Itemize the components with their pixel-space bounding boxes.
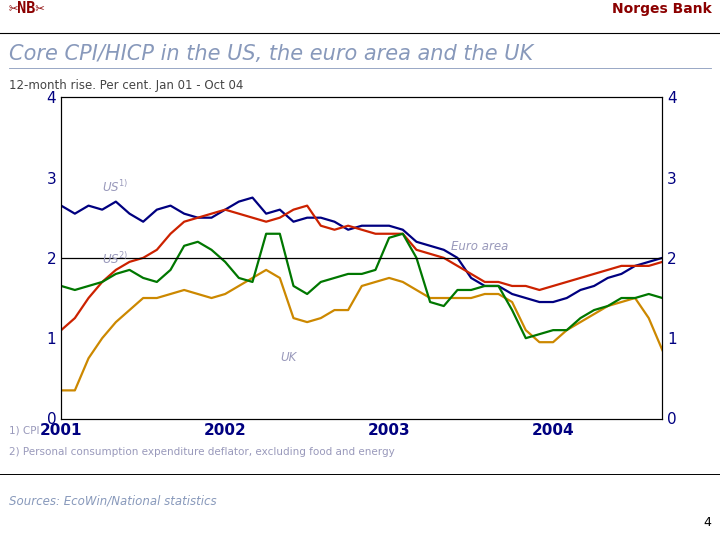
Text: Euro area: Euro area: [451, 240, 508, 253]
Text: ✂NB✂: ✂NB✂: [9, 1, 45, 16]
Text: Core CPI/HICP in the US, the euro area and the UK: Core CPI/HICP in the US, the euro area a…: [9, 44, 533, 64]
Text: US$^{2)}$: US$^{2)}$: [102, 252, 128, 267]
Text: 2) Personal consumption expenditure deflator, excluding food and energy: 2) Personal consumption expenditure defl…: [9, 447, 395, 457]
Text: Norges Bank: Norges Bank: [611, 2, 711, 16]
Text: 12-month rise. Per cent. Jan 01 - Oct 04: 12-month rise. Per cent. Jan 01 - Oct 04: [9, 79, 243, 92]
Text: UK: UK: [280, 350, 296, 363]
Text: US$^{1)}$: US$^{1)}$: [102, 179, 128, 195]
Text: Sources: EcoWin/National statistics: Sources: EcoWin/National statistics: [9, 494, 216, 507]
Text: 4: 4: [703, 516, 711, 529]
Text: 1) CPI: 1) CPI: [9, 426, 39, 436]
